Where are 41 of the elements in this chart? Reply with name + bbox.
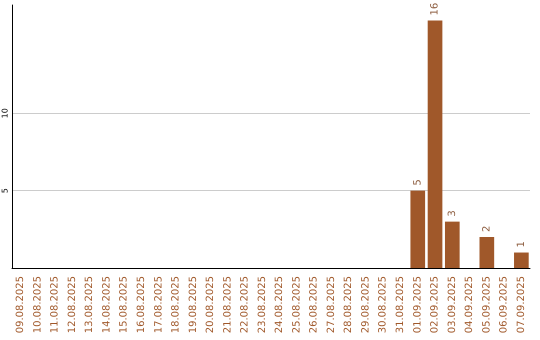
x-tick-label: 19.08.2025 xyxy=(188,276,199,334)
x-tick-label: 24.08.2025 xyxy=(274,276,286,334)
x-tick-label: 07.09.2025 xyxy=(516,276,527,334)
x-tick-label: 17.08.2025 xyxy=(153,276,164,334)
x-tick-label: 12.08.2025 xyxy=(66,276,78,334)
x-tick-label: 14.08.2025 xyxy=(101,276,112,334)
x-tick-label: 22.08.2025 xyxy=(240,276,251,334)
data-label: 16 xyxy=(430,2,441,16)
x-tick-label: 04.09.2025 xyxy=(464,276,476,334)
x-tick-label: 10.08.2025 xyxy=(32,276,44,334)
x-tick-label: 09.08.2025 xyxy=(15,276,26,334)
bar xyxy=(479,237,494,268)
x-tick-label: 13.08.2025 xyxy=(84,276,96,334)
x-tick-label: 16.08.2025 xyxy=(136,276,147,334)
x-tick-label: 27.08.2025 xyxy=(326,276,337,334)
bar xyxy=(444,222,460,268)
x-tick-label: 21.08.2025 xyxy=(222,276,234,334)
y-tick-label: 10 xyxy=(0,108,10,118)
bar xyxy=(410,190,426,268)
x-tick-label: 05.09.2025 xyxy=(481,276,492,334)
x-tick-label: 06.09.2025 xyxy=(498,276,510,334)
x-tick-label: 31.08.2025 xyxy=(395,276,406,334)
x-tick-label: 01.09.2025 xyxy=(412,276,424,334)
x-tick-label: 23.08.2025 xyxy=(256,276,268,334)
x-tick-label: 26.08.2025 xyxy=(308,276,320,334)
data-label: 3 xyxy=(446,210,458,217)
x-tick-label: 25.08.2025 xyxy=(291,276,302,334)
x-tick-label: 11.08.2025 xyxy=(50,276,61,334)
x-tick-label: 30.08.2025 xyxy=(378,276,389,334)
x-tick-label: 15.08.2025 xyxy=(118,276,130,334)
x-tick-label: 29.08.2025 xyxy=(360,276,372,334)
data-label: 5 xyxy=(412,179,424,186)
data-label: 1 xyxy=(516,241,527,248)
bar xyxy=(514,252,529,268)
x-tick-label: 02.09.2025 xyxy=(430,276,441,334)
bar xyxy=(428,20,442,268)
x-tick-label: 28.08.2025 xyxy=(343,276,354,334)
data-label: 2 xyxy=(481,226,492,232)
x-tick-label: 18.08.2025 xyxy=(170,276,182,334)
x-tick-label: 03.09.2025 xyxy=(446,276,458,334)
x-tick-label: 20.08.2025 xyxy=(205,276,216,334)
